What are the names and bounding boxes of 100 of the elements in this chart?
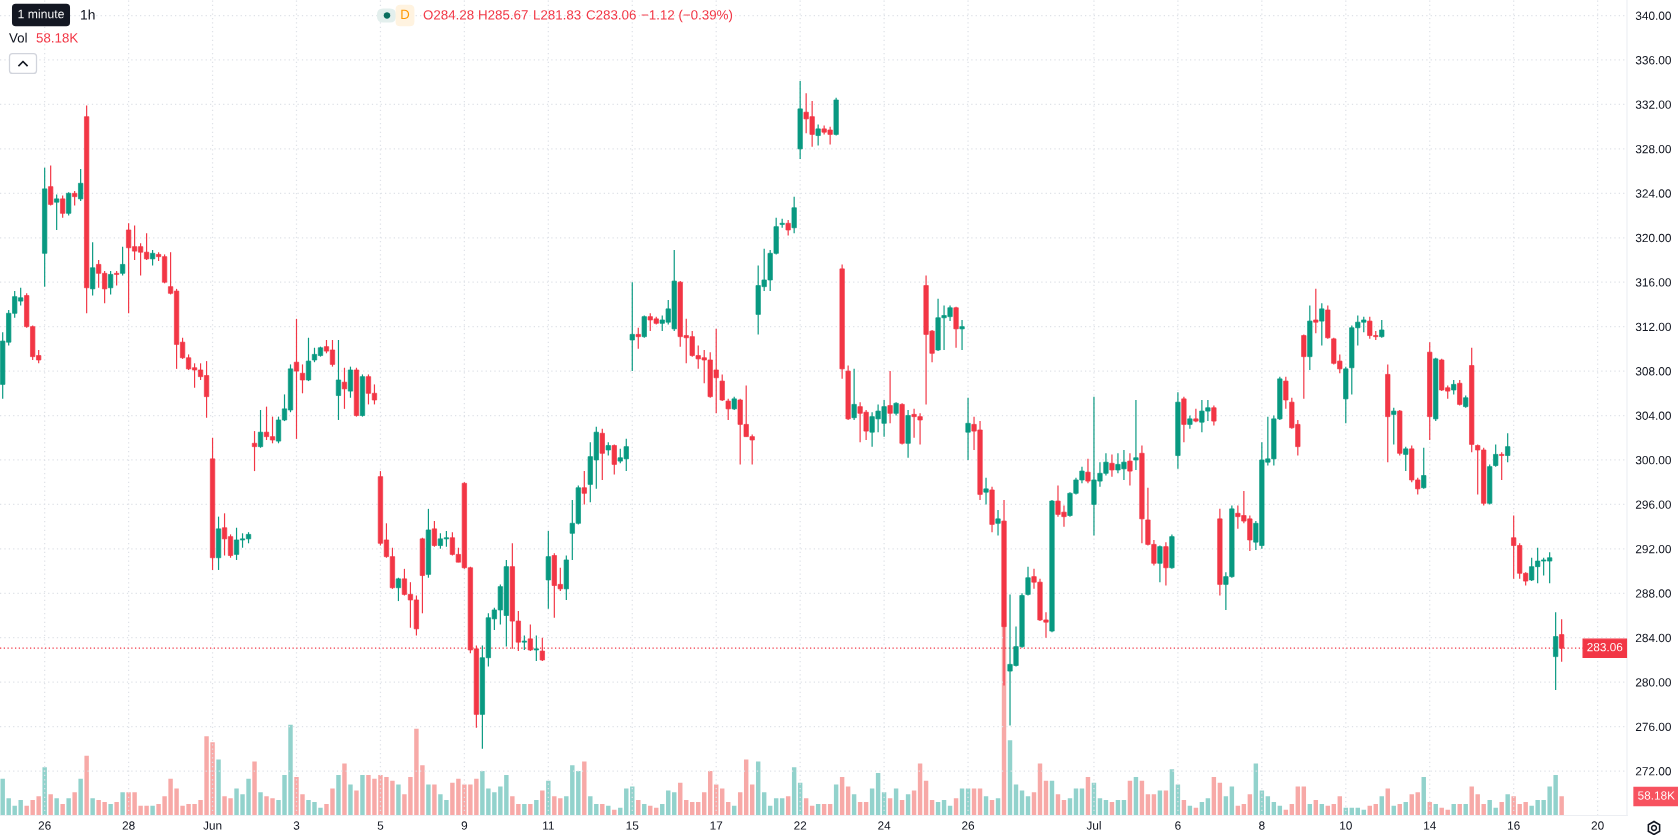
candlestick (54, 193, 60, 231)
candlestick (1499, 451, 1505, 481)
candlestick (341, 367, 348, 410)
bar (1385, 788, 1390, 816)
y-tick-label: 296.00 (1635, 500, 1671, 509)
candlestick (66, 191, 72, 217)
candlestick (611, 443, 617, 475)
bar (546, 780, 551, 816)
bar (72, 792, 77, 816)
bar (48, 794, 53, 816)
y-tick-label: 328.00 (1635, 144, 1671, 154)
bar (1079, 788, 1085, 816)
y-tick-label: 320.00 (1635, 233, 1671, 243)
y-tick-label: 284.00 (1635, 633, 1671, 643)
bar (54, 798, 59, 816)
bar (1499, 801, 1504, 816)
x-tick-label: 9 (461, 821, 468, 830)
text: 1h (81, 9, 95, 20)
candlestick (1157, 544, 1163, 583)
y-tick-label: 276.00 (1635, 722, 1671, 732)
x-tick-label: 24 (878, 821, 891, 830)
candlestick (90, 241, 96, 297)
x-tick-label: 26 (38, 821, 51, 830)
bar (348, 784, 353, 816)
x-tick-label: 5 (377, 821, 384, 830)
candlestick (1133, 399, 1139, 471)
y-tick-label: 324.00 (1635, 189, 1671, 198)
y-tick-label: 340.00 (1635, 11, 1671, 20)
candlestick (48, 164, 54, 207)
bar (342, 763, 347, 816)
bar (42, 767, 47, 816)
bar (354, 790, 359, 816)
bar (90, 798, 95, 816)
bar (612, 809, 617, 816)
annotation: 58.18K (36, 33, 79, 43)
x-tick-label: Jun (203, 821, 222, 830)
y-tick-label: 300.00 (1635, 456, 1671, 465)
y-tick-label: 292.00 (1635, 544, 1671, 554)
bar (426, 784, 431, 816)
candlestick (1283, 376, 1289, 410)
x-tick-label: 28 (122, 821, 135, 830)
candlestick (1301, 333, 1307, 400)
candlestick (851, 368, 857, 421)
bar (582, 761, 587, 816)
candlestick (120, 246, 126, 277)
bar (336, 774, 341, 816)
x-tick-label: 14 (1424, 821, 1436, 830)
bar (1457, 803, 1462, 816)
candlestick (887, 370, 893, 424)
candlestick (983, 477, 989, 505)
y-tick-label: 332.00 (1635, 100, 1671, 109)
candlestick (347, 366, 354, 399)
y-tick-label: 316.00 (1635, 278, 1671, 287)
y-tick-label: 280.00 (1635, 678, 1671, 687)
annotation: C283.06 (586, 10, 636, 20)
x-tick-label: 20 (1591, 821, 1604, 830)
candlestick (1319, 302, 1325, 347)
candlestick (1313, 288, 1319, 334)
bar (977, 788, 983, 816)
bar (1157, 790, 1163, 816)
candlestick (953, 306, 959, 349)
x-tick-label: 8 (1259, 821, 1265, 830)
bar (606, 805, 611, 816)
bar (869, 788, 875, 816)
x-tick-label: Jul (1086, 821, 1101, 830)
bar (1073, 788, 1079, 816)
annotation: D (401, 9, 410, 19)
bar (666, 790, 671, 816)
candlestick (1553, 611, 1559, 691)
y-tick-label: 288.00 (1635, 589, 1671, 598)
candlestick (431, 520, 437, 548)
candlestick (1163, 541, 1169, 587)
bar (360, 774, 365, 816)
bar (120, 792, 125, 816)
bar (528, 803, 533, 816)
bar (84, 755, 89, 816)
candlestick (1403, 446, 1409, 472)
candlestick (1193, 408, 1199, 423)
y-tick-label: 308.00 (1635, 367, 1671, 376)
annotation: −1.12 (−0.39%) (641, 9, 733, 23)
bar (971, 788, 977, 816)
x-tick-label: 17 (710, 821, 723, 830)
bar (893, 788, 899, 816)
x-tick-label: 15 (626, 821, 639, 830)
bar (534, 800, 539, 816)
bar (911, 790, 917, 816)
candlestick (629, 281, 635, 372)
bar (1019, 790, 1025, 816)
candlestick (251, 430, 258, 472)
annotation: Vol (9, 32, 27, 43)
annotation: O284.28 (423, 10, 474, 20)
candlestick (108, 270, 114, 296)
candlestick (581, 470, 587, 505)
candlestick (1127, 452, 1133, 487)
annotation: H285.67 (479, 10, 528, 20)
x-tick-label: 11 (543, 821, 554, 830)
bar (624, 788, 629, 816)
y-tick-label: 272.00 (1635, 767, 1671, 776)
bar (114, 801, 119, 816)
bar (540, 790, 545, 816)
